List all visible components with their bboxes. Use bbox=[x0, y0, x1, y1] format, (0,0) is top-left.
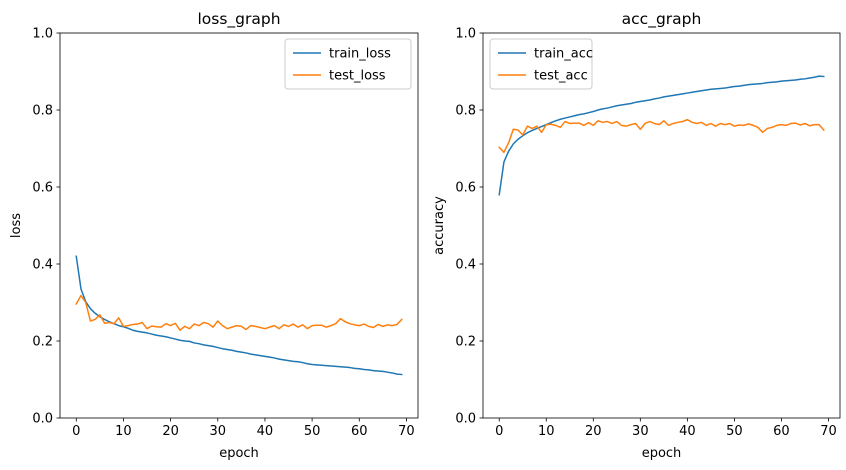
axes-frame bbox=[482, 32, 841, 419]
legend: train_loss test_loss bbox=[284, 38, 412, 90]
y-tick-label: 0.2 bbox=[32, 335, 53, 350]
legend-box bbox=[284, 38, 412, 90]
y-tick-label: 1.0 bbox=[455, 27, 476, 42]
y-tick-label: 0.4 bbox=[455, 258, 476, 273]
axes-frame bbox=[59, 32, 419, 419]
series-line-test_loss bbox=[75, 294, 403, 331]
x-tick-label: 70 bbox=[820, 424, 837, 439]
y-tick-label: 1.0 bbox=[32, 27, 53, 42]
legend-label-train_loss: train_loss bbox=[329, 47, 391, 62]
x-tick-label: 30 bbox=[632, 424, 649, 439]
y-axis-label: loss bbox=[9, 213, 24, 238]
legend-box bbox=[489, 38, 593, 90]
y-tick-label: 0.0 bbox=[32, 412, 53, 427]
y-axis-label: accuracy bbox=[432, 196, 447, 255]
chart-title: loss_graph bbox=[197, 10, 280, 29]
legend: train_acc test_acc bbox=[489, 38, 593, 90]
y-tick-label: 0.8 bbox=[32, 104, 53, 119]
chart-title: acc_graph bbox=[622, 10, 702, 29]
x-tick-label: 60 bbox=[773, 424, 790, 439]
y-tick-label: 0.2 bbox=[455, 335, 476, 350]
x-tick-label: 0 bbox=[495, 424, 503, 439]
x-tick-label: 70 bbox=[398, 424, 415, 439]
chart-panel-1: 0 10 20 30 40 50 60 70 0.0 0.2 0.4 0.6 0.8 1.0 acc_gra… bbox=[432, 10, 841, 461]
series-line-train_loss bbox=[75, 255, 403, 376]
x-tick-label: 10 bbox=[538, 424, 555, 439]
x-axis-label: epoch bbox=[219, 446, 259, 461]
series-line-train_acc bbox=[498, 75, 825, 196]
x-tick-label: 40 bbox=[257, 424, 274, 439]
x-tick-label: 20 bbox=[162, 424, 179, 439]
x-tick-label: 20 bbox=[585, 424, 602, 439]
x-tick-label: 0 bbox=[72, 424, 80, 439]
x-axis-label: epoch bbox=[642, 446, 682, 461]
y-tick-label: 0.6 bbox=[455, 181, 476, 196]
x-tick-label: 50 bbox=[726, 424, 743, 439]
y-tick-label: 0.4 bbox=[32, 258, 53, 273]
x-tick-label: 30 bbox=[210, 424, 227, 439]
legend-label-test_acc: test_acc bbox=[534, 69, 588, 84]
x-tick-label: 10 bbox=[115, 424, 132, 439]
x-tick-label: 50 bbox=[304, 424, 321, 439]
y-tick-label: 0.6 bbox=[32, 181, 53, 196]
x-tick-label: 40 bbox=[679, 424, 696, 439]
x-tick-label: 60 bbox=[351, 424, 368, 439]
y-tick-label: 0.8 bbox=[455, 104, 476, 119]
y-tick-label: 0.0 bbox=[455, 412, 476, 427]
series-line-test_acc bbox=[498, 118, 825, 154]
legend-label-test_loss: test_loss bbox=[329, 69, 386, 84]
chart-panel-0: 0 10 20 30 40 50 60 70 0.0 0.2 0.4 0.6 0.8 1.0 loss_gr… bbox=[9, 10, 419, 461]
legend-label-train_acc: train_acc bbox=[534, 47, 593, 62]
